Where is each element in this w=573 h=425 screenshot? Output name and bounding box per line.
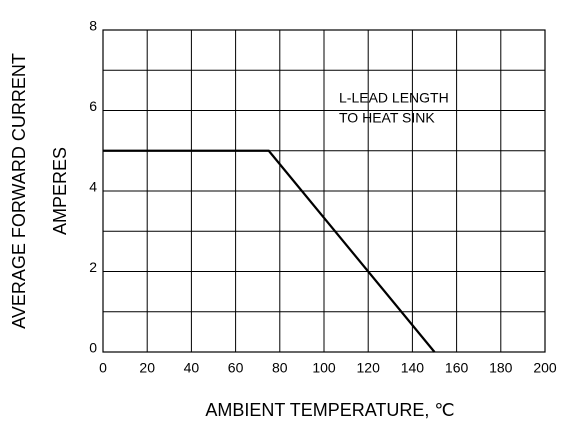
plot-border: [102, 29, 546, 353]
x-tick-label: 80: [272, 360, 288, 376]
y-tick-label: 2: [89, 259, 97, 275]
x-tick-label: 20: [139, 360, 155, 376]
x-tick-label: 100: [312, 360, 336, 376]
y-tick-label: 0: [89, 340, 97, 356]
y-tick-label: 6: [89, 98, 97, 114]
y-axis-label: AVERAGE FORWARD CURRENT: [9, 53, 29, 329]
x-axis-label: AMBIENT TEMPERATURE, ℃: [205, 400, 454, 420]
y-axis-label: AMPERES: [50, 147, 70, 235]
x-tick-label: 0: [99, 360, 107, 376]
y-tick-label: 4: [89, 179, 97, 195]
x-tick-label: 120: [357, 360, 381, 376]
x-tick-label: 40: [184, 360, 200, 376]
data-line: [103, 149, 436, 353]
y-tick-label: 8: [89, 18, 97, 34]
x-tick-label: 200: [533, 360, 557, 376]
annotation: L-LEAD LENGTH: [339, 90, 449, 106]
x-tick-label: 180: [489, 360, 513, 376]
x-tick-label: 60: [228, 360, 244, 376]
annotation: TO HEAT SINK: [339, 110, 435, 126]
x-tick-label: 140: [401, 360, 425, 376]
x-tick-label: 160: [445, 360, 469, 376]
